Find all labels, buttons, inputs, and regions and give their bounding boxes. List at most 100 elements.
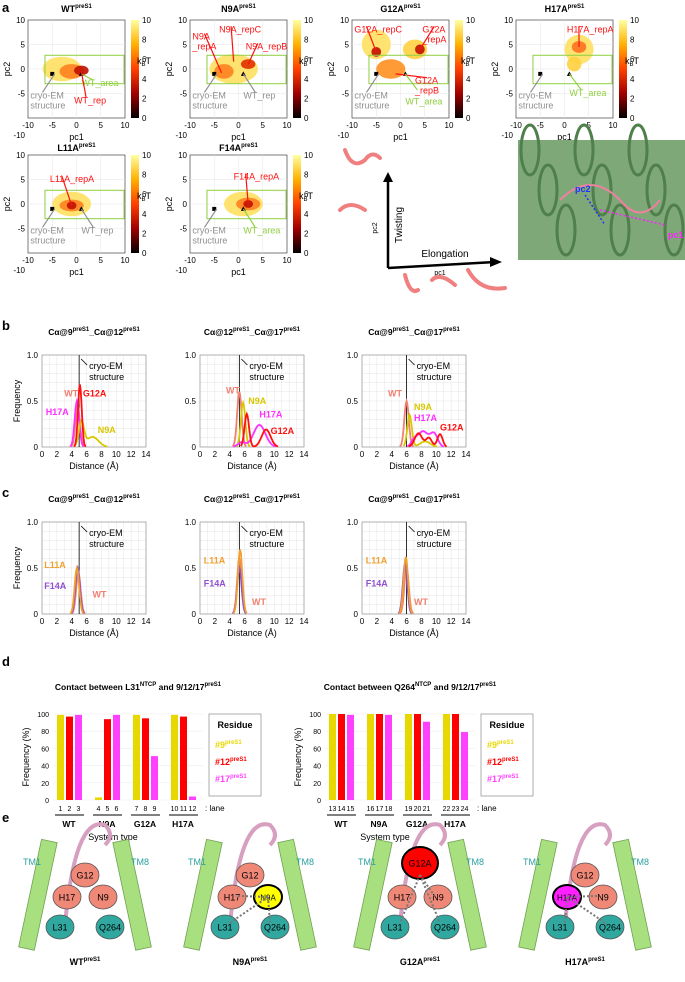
legend-title: Residue bbox=[489, 720, 524, 730]
y-tick-label: 1.0 bbox=[185, 351, 197, 360]
tm8-helix bbox=[112, 838, 152, 951]
x-tick-label: -5 bbox=[373, 121, 381, 130]
unit-k: k bbox=[137, 56, 142, 66]
x-tick-label: 10 bbox=[432, 617, 441, 626]
label-arrow bbox=[80, 208, 94, 228]
elongation-label: Elongation bbox=[421, 249, 468, 260]
series-label-H17A: H17A bbox=[259, 410, 283, 420]
y-tick-label: 10 bbox=[178, 16, 187, 25]
x-tick-label: 6 bbox=[242, 450, 247, 459]
colorbar-tick-label: 0 bbox=[304, 114, 309, 123]
x-tick-label: 5 bbox=[587, 121, 592, 130]
x-tick-label: 10 bbox=[283, 121, 292, 130]
residue-Q264 bbox=[95, 914, 125, 940]
bar bbox=[461, 732, 468, 800]
cryo-em-arrow bbox=[80, 525, 88, 533]
colorbar-tick-label: 2 bbox=[630, 94, 635, 103]
x-tick-label: 5 bbox=[99, 256, 104, 265]
legend-label: #9 bbox=[215, 740, 225, 750]
y-tick-label: 0.5 bbox=[185, 397, 197, 406]
y-tick-label: 5 bbox=[21, 41, 26, 50]
x-tick-label: 10 bbox=[445, 121, 454, 130]
bar bbox=[180, 716, 187, 800]
title-superscript: preS1 bbox=[233, 494, 250, 500]
group-label: H17A bbox=[172, 819, 194, 829]
heatmap-title: H17ApreS1 bbox=[545, 4, 585, 14]
bar bbox=[57, 714, 64, 800]
x-tick-label: 10 bbox=[270, 617, 279, 626]
y-tick-label: 0 bbox=[21, 65, 26, 74]
interaction-arrow bbox=[419, 874, 441, 924]
y-tick-label: 0.5 bbox=[27, 564, 39, 573]
plot-area bbox=[199, 354, 305, 448]
colorbar-tick-label: 6 bbox=[142, 55, 147, 64]
pc2-label: pc2 bbox=[372, 222, 379, 233]
cryo-em-marker bbox=[50, 71, 55, 76]
unit-t: T bbox=[634, 56, 640, 66]
annotation-label: structure bbox=[354, 100, 389, 110]
lane-label: 4 bbox=[97, 806, 101, 813]
x-tick-label: 8 bbox=[419, 617, 424, 626]
x-tick-label: 0 bbox=[40, 617, 45, 626]
bar bbox=[443, 714, 450, 800]
x-tick-label: 4 bbox=[389, 617, 394, 626]
annotation-label: WT_area bbox=[81, 78, 118, 88]
distance-plot-0: Cα@9preS1_Cα@12preS1cryo-EMstructureL11A… bbox=[12, 494, 151, 638]
annotation-label: structure bbox=[30, 235, 65, 245]
legend-superscript: preS1 bbox=[502, 757, 519, 763]
x-tick-label: 10 bbox=[121, 256, 130, 265]
series-label-N9A: N9A bbox=[98, 425, 117, 435]
title-superscript: preS1 bbox=[79, 143, 96, 149]
x-tick-label: 6 bbox=[404, 450, 409, 459]
residue-label-L31: L31 bbox=[217, 923, 232, 933]
helix bbox=[627, 123, 649, 177]
label-arrow bbox=[365, 73, 380, 93]
pc1-vector bbox=[599, 209, 666, 226]
cryo-em-arrow bbox=[241, 525, 248, 533]
bar bbox=[405, 714, 412, 800]
annotation-label: _repA bbox=[421, 34, 446, 44]
bar bbox=[142, 718, 149, 800]
legend-label: #17 bbox=[215, 774, 230, 784]
contact-bar-chart-0: Contact between L31NTCP and 9/12/17preS1… bbox=[21, 682, 262, 842]
legend-title: Residue bbox=[217, 720, 252, 730]
y-tick-label: 0.5 bbox=[185, 564, 197, 573]
heatmap-plot-H17A: H17ApreS1 -10 -5 0 5 10 10 5 0 -5 -10 pc1 pc2 10 8 6 4 2 0… bbox=[490, 4, 640, 142]
label-arrow bbox=[61, 175, 73, 206]
colorbar bbox=[455, 20, 463, 118]
label-arrow bbox=[80, 71, 87, 98]
lane-label: 20 bbox=[414, 806, 422, 813]
title-superscript: preS1 bbox=[393, 327, 410, 333]
y-tick-label: 10 bbox=[16, 151, 25, 160]
series-line-L11A bbox=[398, 556, 414, 614]
x-tick-label: 0 bbox=[74, 121, 79, 130]
annotation-label: L11A_repA bbox=[50, 174, 94, 184]
cryo-em-label: structure bbox=[249, 539, 284, 549]
x-axis-label: pc1 bbox=[69, 267, 84, 277]
x-tick-label: 8 bbox=[257, 450, 262, 459]
title-superscript: preS1 bbox=[239, 4, 256, 10]
colorbar-unit: kBT bbox=[299, 56, 314, 68]
label-arrow bbox=[230, 26, 235, 62]
label-arrow bbox=[41, 73, 56, 93]
series-line-WT bbox=[399, 397, 414, 448]
lane-label: 3 bbox=[77, 806, 81, 813]
bar bbox=[367, 714, 374, 800]
peptide-conformation bbox=[338, 203, 367, 212]
lane-label: 22 bbox=[443, 806, 451, 813]
unit-k: k bbox=[299, 56, 304, 66]
heatmap-title: L11ApreS1 bbox=[57, 143, 96, 153]
colorbar-tick-label: 2 bbox=[304, 229, 309, 238]
annotation-label: N9A_repC bbox=[219, 24, 262, 34]
y-axis-label: Frequency bbox=[12, 546, 22, 589]
y-axis-label: Frequency (%) bbox=[293, 727, 303, 786]
colorbar-tick-label: 10 bbox=[466, 16, 475, 25]
x-tick-label: 12 bbox=[285, 450, 294, 459]
annotation-label: cryo-EM bbox=[192, 225, 226, 235]
heatmap-title: N9ApreS1 bbox=[221, 4, 256, 14]
cryo-em-label: cryo-EM bbox=[249, 528, 283, 538]
annotation-label: cryo-EM bbox=[192, 90, 226, 100]
twisting-label: Twisting bbox=[394, 207, 405, 243]
